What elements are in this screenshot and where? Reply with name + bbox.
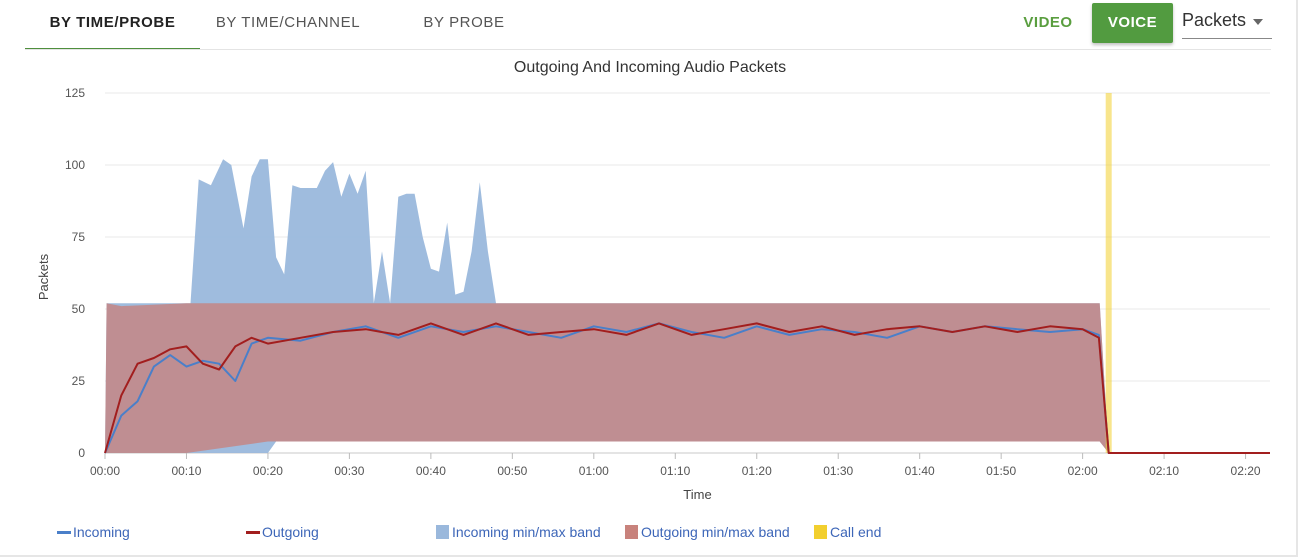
x-tick-label: 01:10 bbox=[660, 464, 690, 478]
y-tick-label: 25 bbox=[72, 374, 86, 388]
x-tick-label: 00:00 bbox=[90, 464, 120, 478]
x-tick-label: 01:00 bbox=[579, 464, 609, 478]
legend-label-outgoing: Outgoing bbox=[262, 524, 319, 540]
top-toolbar: BY TIME/PROBE BY TIME/CHANNEL BY PROBE V… bbox=[0, 0, 1296, 50]
legend-label-outgoing-band: Outgoing min/max band bbox=[641, 524, 790, 540]
x-tick-label: 01:20 bbox=[742, 464, 772, 478]
video-button[interactable]: VIDEO bbox=[1023, 14, 1073, 31]
y-tick-label: 100 bbox=[65, 158, 85, 172]
chevron-down-icon bbox=[1253, 19, 1263, 25]
incoming-line-swatch bbox=[57, 531, 71, 534]
outgoing-band-swatch bbox=[625, 525, 638, 539]
voice-button[interactable]: VOICE bbox=[1092, 3, 1173, 43]
x-tick-label: 01:30 bbox=[823, 464, 853, 478]
x-tick-label: 00:40 bbox=[416, 464, 446, 478]
x-tick-label: 02:00 bbox=[1068, 464, 1098, 478]
legend-label-incoming: Incoming bbox=[73, 524, 130, 540]
x-axis-title: Time bbox=[683, 487, 711, 502]
outgoing-line bbox=[104, 322, 1270, 454]
x-tick-label: 02:20 bbox=[1231, 464, 1261, 478]
outgoing-line-swatch bbox=[246, 531, 260, 534]
legend-label-call-end: Call end bbox=[830, 524, 882, 540]
y-axis-title: Packets bbox=[36, 253, 51, 300]
incoming-band-swatch bbox=[436, 525, 449, 539]
metric-select[interactable]: Packets bbox=[1182, 4, 1272, 39]
x-tick-label: 00:50 bbox=[497, 464, 527, 478]
tab-by-time-channel[interactable]: BY TIME/CHANNEL bbox=[215, 14, 361, 31]
legend-label-incoming-band: Incoming min/max band bbox=[452, 524, 601, 540]
y-tick-label: 125 bbox=[65, 86, 85, 100]
tab-by-probe[interactable]: BY PROBE bbox=[423, 14, 505, 31]
x-tick-label: 01:40 bbox=[905, 464, 935, 478]
call-end-marker bbox=[1105, 93, 1112, 453]
x-tick-label: 00:20 bbox=[253, 464, 283, 478]
call-end-swatch bbox=[814, 525, 827, 539]
y-tick-label: 0 bbox=[78, 446, 85, 460]
x-tick-label: 02:10 bbox=[1149, 464, 1179, 478]
tab-divider bbox=[25, 49, 1271, 50]
chart-title: Outgoing And Incoming Audio Packets bbox=[513, 59, 787, 76]
outgoing-band-area bbox=[105, 303, 1109, 453]
y-tick-label: 50 bbox=[72, 302, 86, 316]
y-tick-label: 75 bbox=[72, 230, 86, 244]
x-tick-label: 01:50 bbox=[986, 464, 1016, 478]
metric-select-value: Packets bbox=[1182, 10, 1247, 30]
x-tick-label: 00:10 bbox=[171, 464, 201, 478]
x-tick-label: 00:30 bbox=[334, 464, 364, 478]
